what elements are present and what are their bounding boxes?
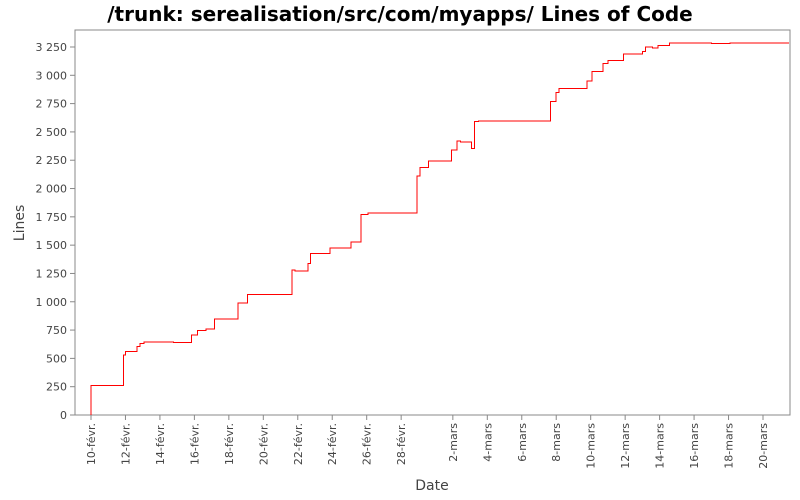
x-tick-label: 14-févr. [154, 423, 167, 465]
x-tick-label: 8-mars [550, 423, 563, 462]
x-tick-label: 26-févr. [361, 423, 374, 465]
x-tick-label: 22-févr. [292, 423, 305, 465]
x-tick-label: 6-mars [516, 423, 529, 462]
y-tick-label: 250 [46, 381, 67, 394]
y-axis-title: Lines [12, 205, 28, 241]
x-tick-label: 4-mars [481, 423, 494, 462]
y-tick-label: 1 750 [36, 211, 68, 224]
x-tick-label: 16-mars [688, 423, 701, 469]
x-tick-label: 14-mars [654, 423, 667, 469]
x-axis: 10-févr. 12-févr. 14-févr. 16-févr. 18-févr.… [85, 415, 770, 469]
x-tick-label: 10-mars [585, 423, 598, 469]
y-tick-label: 2 000 [36, 183, 68, 196]
x-tick-label: 20-mars [757, 423, 770, 469]
x-tick-label: 18-févr. [223, 423, 236, 465]
y-tick-label: 2 500 [36, 126, 68, 139]
x-axis-title: Date [415, 478, 448, 494]
y-tick-label: 750 [46, 324, 67, 337]
x-tick-label: 12-mars [619, 423, 632, 469]
chart-title: /trunk: serealisation/src/com/myapps/ Li… [107, 2, 693, 26]
series-line-0 [90, 42, 789, 415]
y-tick-label: 500 [46, 352, 67, 365]
y-tick-label: 1 250 [36, 267, 68, 280]
y-tick-label: 3 000 [36, 69, 68, 82]
y-tick-label: 2 250 [36, 154, 68, 167]
y-tick-label: 1 500 [36, 239, 68, 252]
y-tick-label: 3 250 [36, 41, 68, 54]
x-tick-label: 10-févr. [85, 423, 98, 465]
y-tick-label: 2 750 [36, 98, 68, 111]
x-tick-label: 28-févr. [395, 423, 408, 465]
y-tick-label: 1 000 [36, 296, 68, 309]
series-group [90, 42, 789, 415]
x-tick-label: 16-févr. [188, 423, 201, 465]
y-tick-label: 0 [60, 409, 67, 422]
plot-area-frame [74, 29, 791, 416]
x-tick-label: 18-mars [723, 423, 736, 469]
y-axis: 0 250 500 750 1 000 1 250 1 500 1 750 2 000 2 250… [36, 41, 75, 422]
x-tick-label: 24-févr. [326, 423, 339, 465]
x-tick-label: 12-févr. [119, 423, 132, 465]
x-tick-label: 20-févr. [257, 423, 270, 465]
x-tick-label: 2-mars [447, 423, 460, 462]
